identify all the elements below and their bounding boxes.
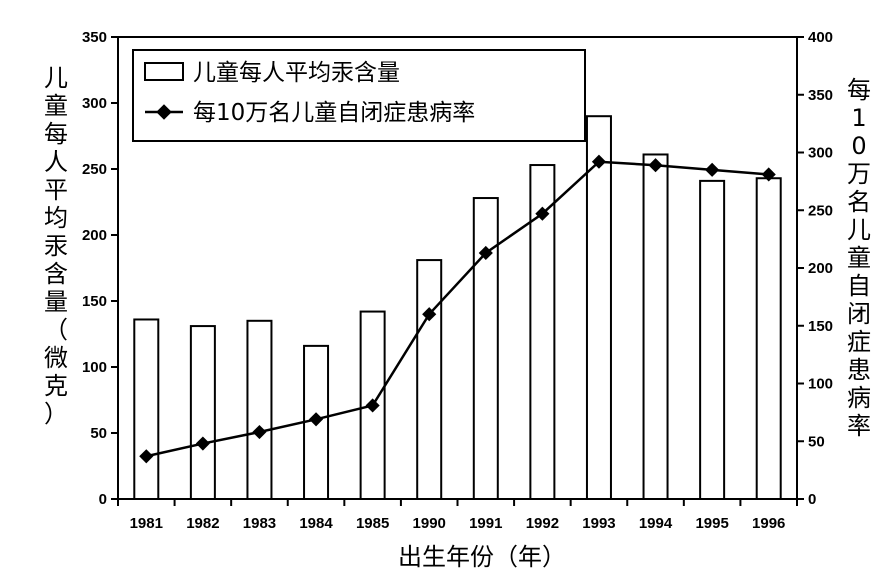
left-axis-title-char: 儿 [44,64,68,92]
line-point [591,154,607,169]
legend: 儿童每人平均汞含量 每10万名儿童自闭症患病率 [132,49,586,142]
left-tick-label: 0 [99,491,107,508]
left-tick-label: 300 [82,95,107,112]
x-tick-label: 1982 [186,515,219,532]
x-tick-label: 1996 [752,515,785,532]
x-tick-label: 1983 [243,515,276,532]
x-tick-label: 1991 [469,515,502,532]
right-tick-label: 300 [808,145,833,162]
right-y-axis-title: 每10万名儿童自闭症患病率 [847,76,871,440]
left-axis-title-char: 均 [44,204,68,232]
right-tick-label: 0 [808,491,816,508]
left-axis-title-char: 童 [44,92,68,120]
bar [699,179,726,500]
right-y-axis: 0 50 100 150 200 250 300 350 400 [797,29,833,508]
left-tick-label: 100 [82,359,107,376]
left-axis-title-char: 克 [44,372,68,400]
line-point [252,424,267,440]
bar-series [133,115,782,501]
right-axis-title-char: 病 [847,384,871,412]
bar [585,115,612,500]
right-axis-title-char: 儿 [847,216,871,244]
x-tick-label: 1981 [130,515,163,532]
left-axis-title-char: 微 [44,344,68,372]
x-tick-label: 1984 [299,515,333,532]
line-path [146,160,769,458]
right-axis-title-char: 0 [851,132,866,160]
bar [755,177,782,501]
x-tick-label: 1993 [582,515,615,532]
left-tick-label: 350 [82,29,107,46]
right-tick-label: 200 [808,260,833,277]
left-axis-title-char: 人 [44,148,68,176]
x-tick-label: 1985 [356,515,389,532]
right-tick-label: 350 [808,87,833,104]
line-point [422,307,437,322]
right-axis-title-char: 症 [847,328,871,356]
x-tick-label: 1994 [639,515,673,532]
bar [416,259,443,500]
legend-label-line: 每10万名儿童自闭症患病率 [193,100,475,126]
x-tick-label: 1992 [526,515,559,532]
legend-line-marker [156,104,172,120]
right-tick-label: 400 [808,29,833,46]
right-axis-title-char: 万 [847,160,871,188]
right-tick-label: 50 [808,433,825,450]
left-tick-label: 50 [90,425,107,442]
left-tick-label: 200 [82,227,107,244]
left-axis-title-char: 汞 [44,232,68,260]
left-y-axis: 0 50 100 150 200 250 300 350 [82,29,118,508]
right-axis-title-char: 患 [847,356,871,384]
right-axis-title-char: 童 [847,244,871,272]
x-tick-label: 1995 [695,515,728,532]
line-point [308,412,324,427]
bar [472,197,499,500]
right-tick-label: 150 [808,318,833,335]
legend-bar-swatch [144,62,184,81]
line-point [365,398,380,413]
left-tick-label: 250 [82,161,107,178]
right-axis-title-char: 名 [847,188,871,216]
line-point [705,162,720,177]
bar [642,153,669,500]
bar [133,318,160,501]
x-axis: 1981 1982 1983 1984 1985 1990 1991 1992 1993 1994… [117,499,798,532]
legend-label-bar: 儿童每人平均汞含量 [193,60,400,86]
left-tick-label: 150 [82,293,107,310]
left-y-axis-title: 儿童每人平均汞含量（微克） [44,64,68,428]
legend-box [132,49,586,142]
line-series [139,154,776,464]
left-axis-title-char: 含 [44,260,68,288]
right-axis-title-char: 自 [847,272,871,300]
line-point [478,245,493,261]
line-point [139,449,154,464]
line-point [535,206,550,221]
right-tick-label: 250 [808,202,833,219]
line-point [648,158,663,173]
x-tick-label: 1990 [413,515,446,532]
x-axis-title: 出生年份（年） [398,543,566,571]
bar [246,319,273,500]
right-tick-label: 100 [808,376,833,393]
right-axis-title-char: 每 [847,76,871,104]
right-axis-title-char: 率 [847,412,871,440]
left-axis-title-char: （ [44,316,68,344]
left-axis-title-char: ） [44,400,68,428]
left-axis-title-char: 平 [44,176,68,204]
bar [189,325,216,500]
line-point [195,436,210,451]
left-axis-title-char: 量 [44,288,68,316]
line-point [761,167,776,182]
right-axis-title-char: 闭 [847,300,871,328]
right-axis-title-char: 1 [851,104,866,132]
left-axis-title-char: 每 [44,120,68,148]
